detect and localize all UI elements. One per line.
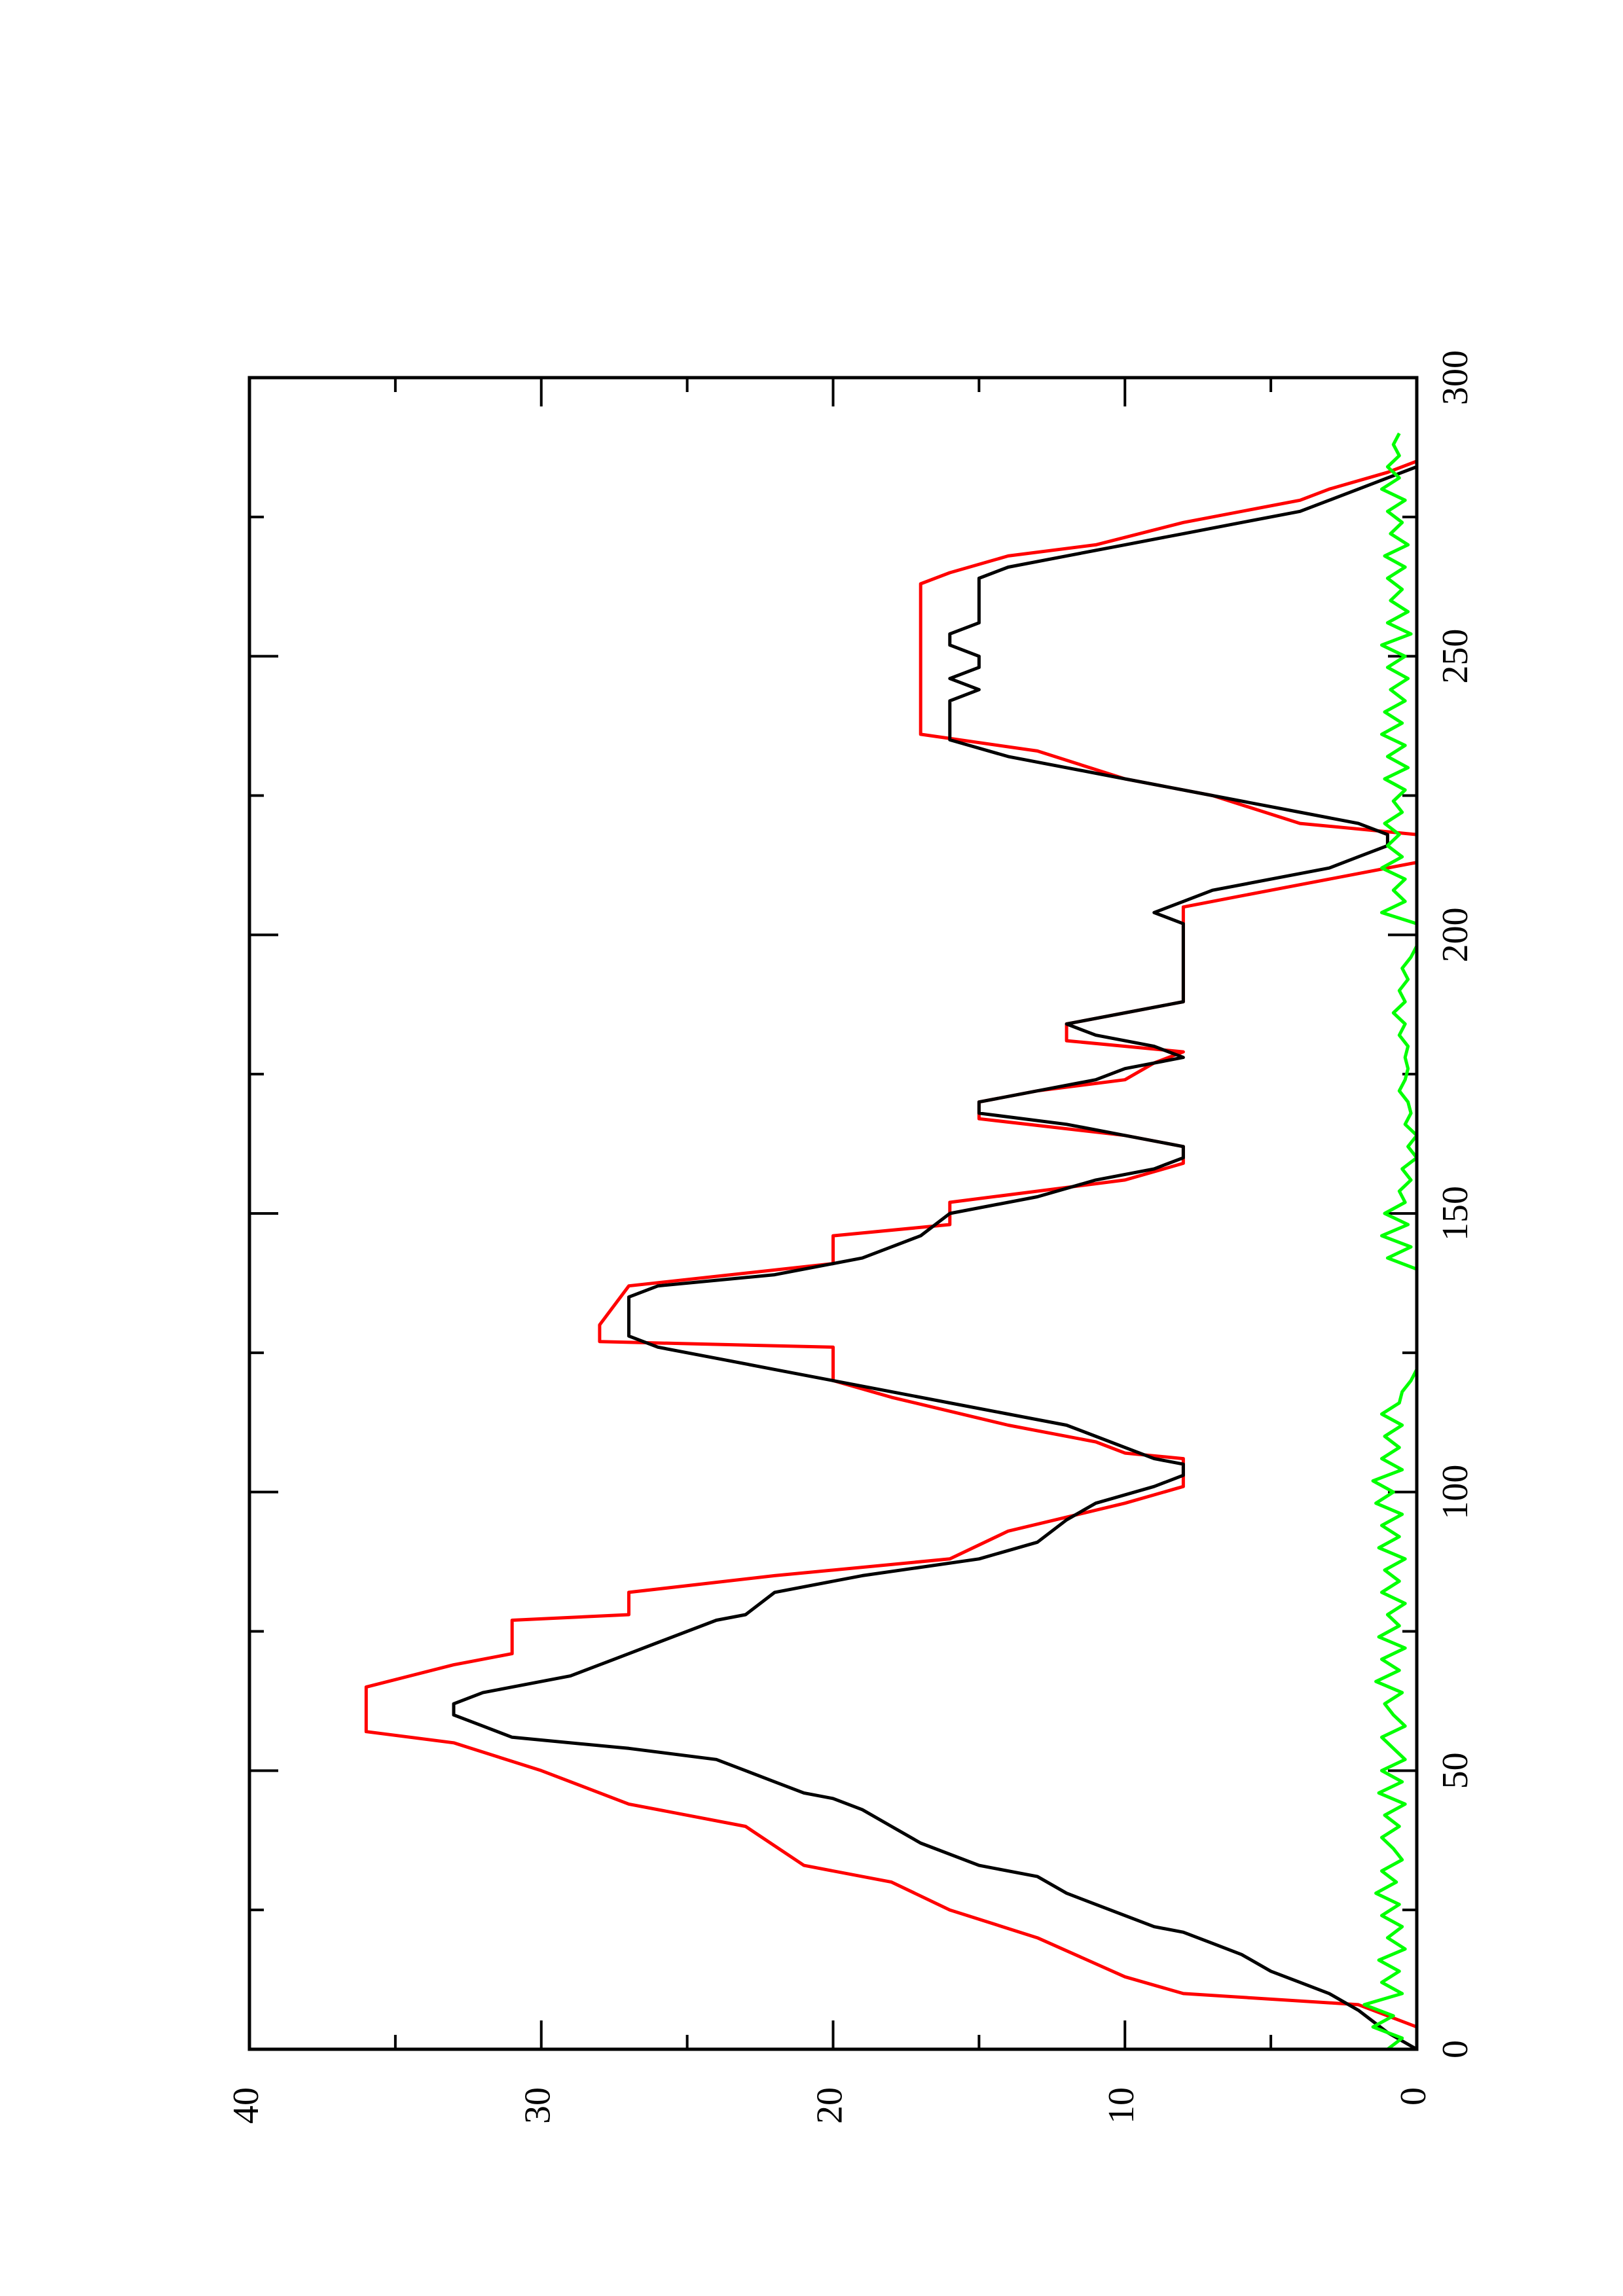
x-tick-label: 0: [1435, 2040, 1476, 2058]
y-tick-label: 30: [518, 2087, 558, 2124]
plot-series: [364, 432, 1419, 2051]
x-tick-label: 250: [1435, 629, 1476, 684]
x-tick-label: 50: [1435, 1752, 1476, 1789]
plot-frame: [247, 376, 1419, 2051]
green-series-line: [1362, 432, 1419, 2051]
y-tick-label: 20: [809, 2087, 850, 2124]
x-tick-label: 300: [1435, 350, 1476, 405]
red-series-line: [364, 459, 1419, 2049]
tick-labels: 0 50 100 150 200 250 300 0 10 20 30 40: [226, 350, 1476, 2124]
x-tick-label: 100: [1435, 1465, 1476, 1520]
y-tick-label: 10: [1101, 2087, 1142, 2124]
y-tick-label: 0: [1393, 2087, 1434, 2106]
y-tick-label: 40: [226, 2087, 266, 2124]
x-tick-label: 200: [1435, 907, 1476, 962]
x-tick-label: 150: [1435, 1186, 1476, 1241]
black-series-line: [452, 465, 1418, 2051]
